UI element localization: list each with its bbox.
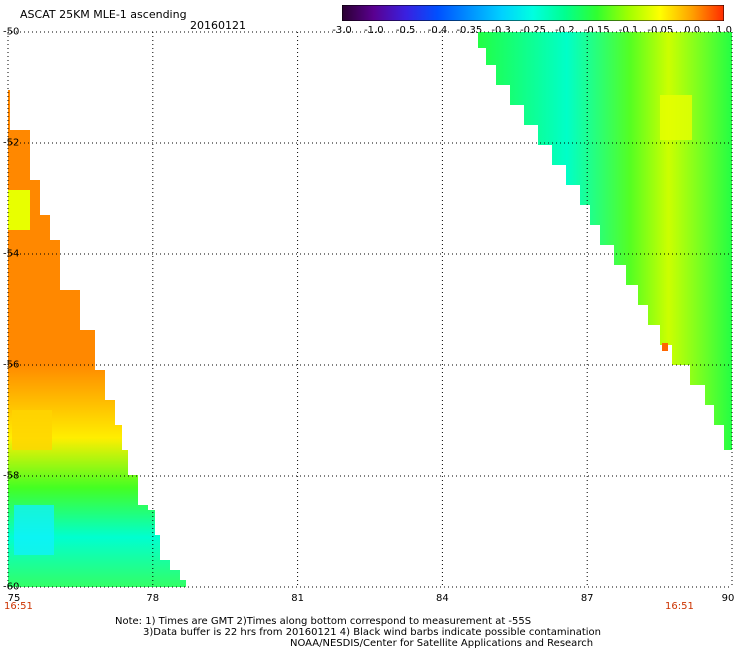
longitude-tick-label: 84 xyxy=(436,593,449,604)
note-line-3: NOAA/NESDIS/Center for Satellite Applica… xyxy=(290,638,594,649)
note-line-1: Note: 1) Times are GMT 2)Times along bot… xyxy=(115,616,532,627)
colorbar-tick-label: -0.4 xyxy=(427,25,448,36)
right-swath xyxy=(478,32,732,450)
colorbar-tick-label: -0.05 xyxy=(647,25,674,36)
colorbar-tick-label: -3.0 xyxy=(332,25,352,36)
colorbar-gradient xyxy=(342,5,724,21)
colorbar-tick-label: -0.3 xyxy=(491,25,511,36)
longitude-tick-label: 78 xyxy=(146,593,160,604)
left-swath-yellow-band xyxy=(12,410,52,450)
colorbar-tick-label: -0.2 xyxy=(555,25,575,36)
longitude-tick-label: 75 xyxy=(7,593,21,604)
colorbar-tick-label: -0.35 xyxy=(456,25,483,36)
latitude-tick-label: -60 xyxy=(3,581,20,593)
product-date: 20160121 xyxy=(190,19,246,32)
longitude-tick-label: 90 xyxy=(721,593,735,604)
time-label-left: 16:51 xyxy=(4,601,33,612)
latitude-tick-label: -58 xyxy=(3,470,20,482)
colorbar-tick-label: -0.15 xyxy=(583,25,610,36)
colorbar-tick-label: -0.1 xyxy=(618,25,639,36)
colorbar-tick-label: -1.0 xyxy=(364,25,384,36)
latitude-tick-label: -52 xyxy=(3,137,20,149)
right-swath-orange-pixel xyxy=(662,343,668,351)
note-line-2: 3)Data buffer is 22 hrs from 20160121 4)… xyxy=(143,627,601,638)
longitude-tick-label: 81 xyxy=(291,593,304,604)
latitude-tick-label: -50 xyxy=(3,26,20,38)
left-swath xyxy=(8,90,186,587)
time-label-right: 16:51 xyxy=(665,601,694,612)
colorbar-tick-label: 1.0 xyxy=(716,25,732,36)
latitude-tick-label: -54 xyxy=(3,248,20,260)
longitude-tick-label: 87 xyxy=(580,593,594,604)
right-swath-yellow-patch xyxy=(660,95,692,140)
latitude-tick-label: -56 xyxy=(3,359,20,371)
product-title: ASCAT 25KM MLE-1 ascending xyxy=(20,8,187,21)
colorbar-tick-label: 0.0 xyxy=(684,25,701,36)
colorbar-tick-label: -0.5 xyxy=(395,25,416,36)
colorbar-tick-label: -0.25 xyxy=(520,25,546,36)
colorbar xyxy=(342,5,724,21)
left-swath-yellow-patch xyxy=(8,190,30,230)
left-swath-cyan-patch xyxy=(14,505,54,555)
